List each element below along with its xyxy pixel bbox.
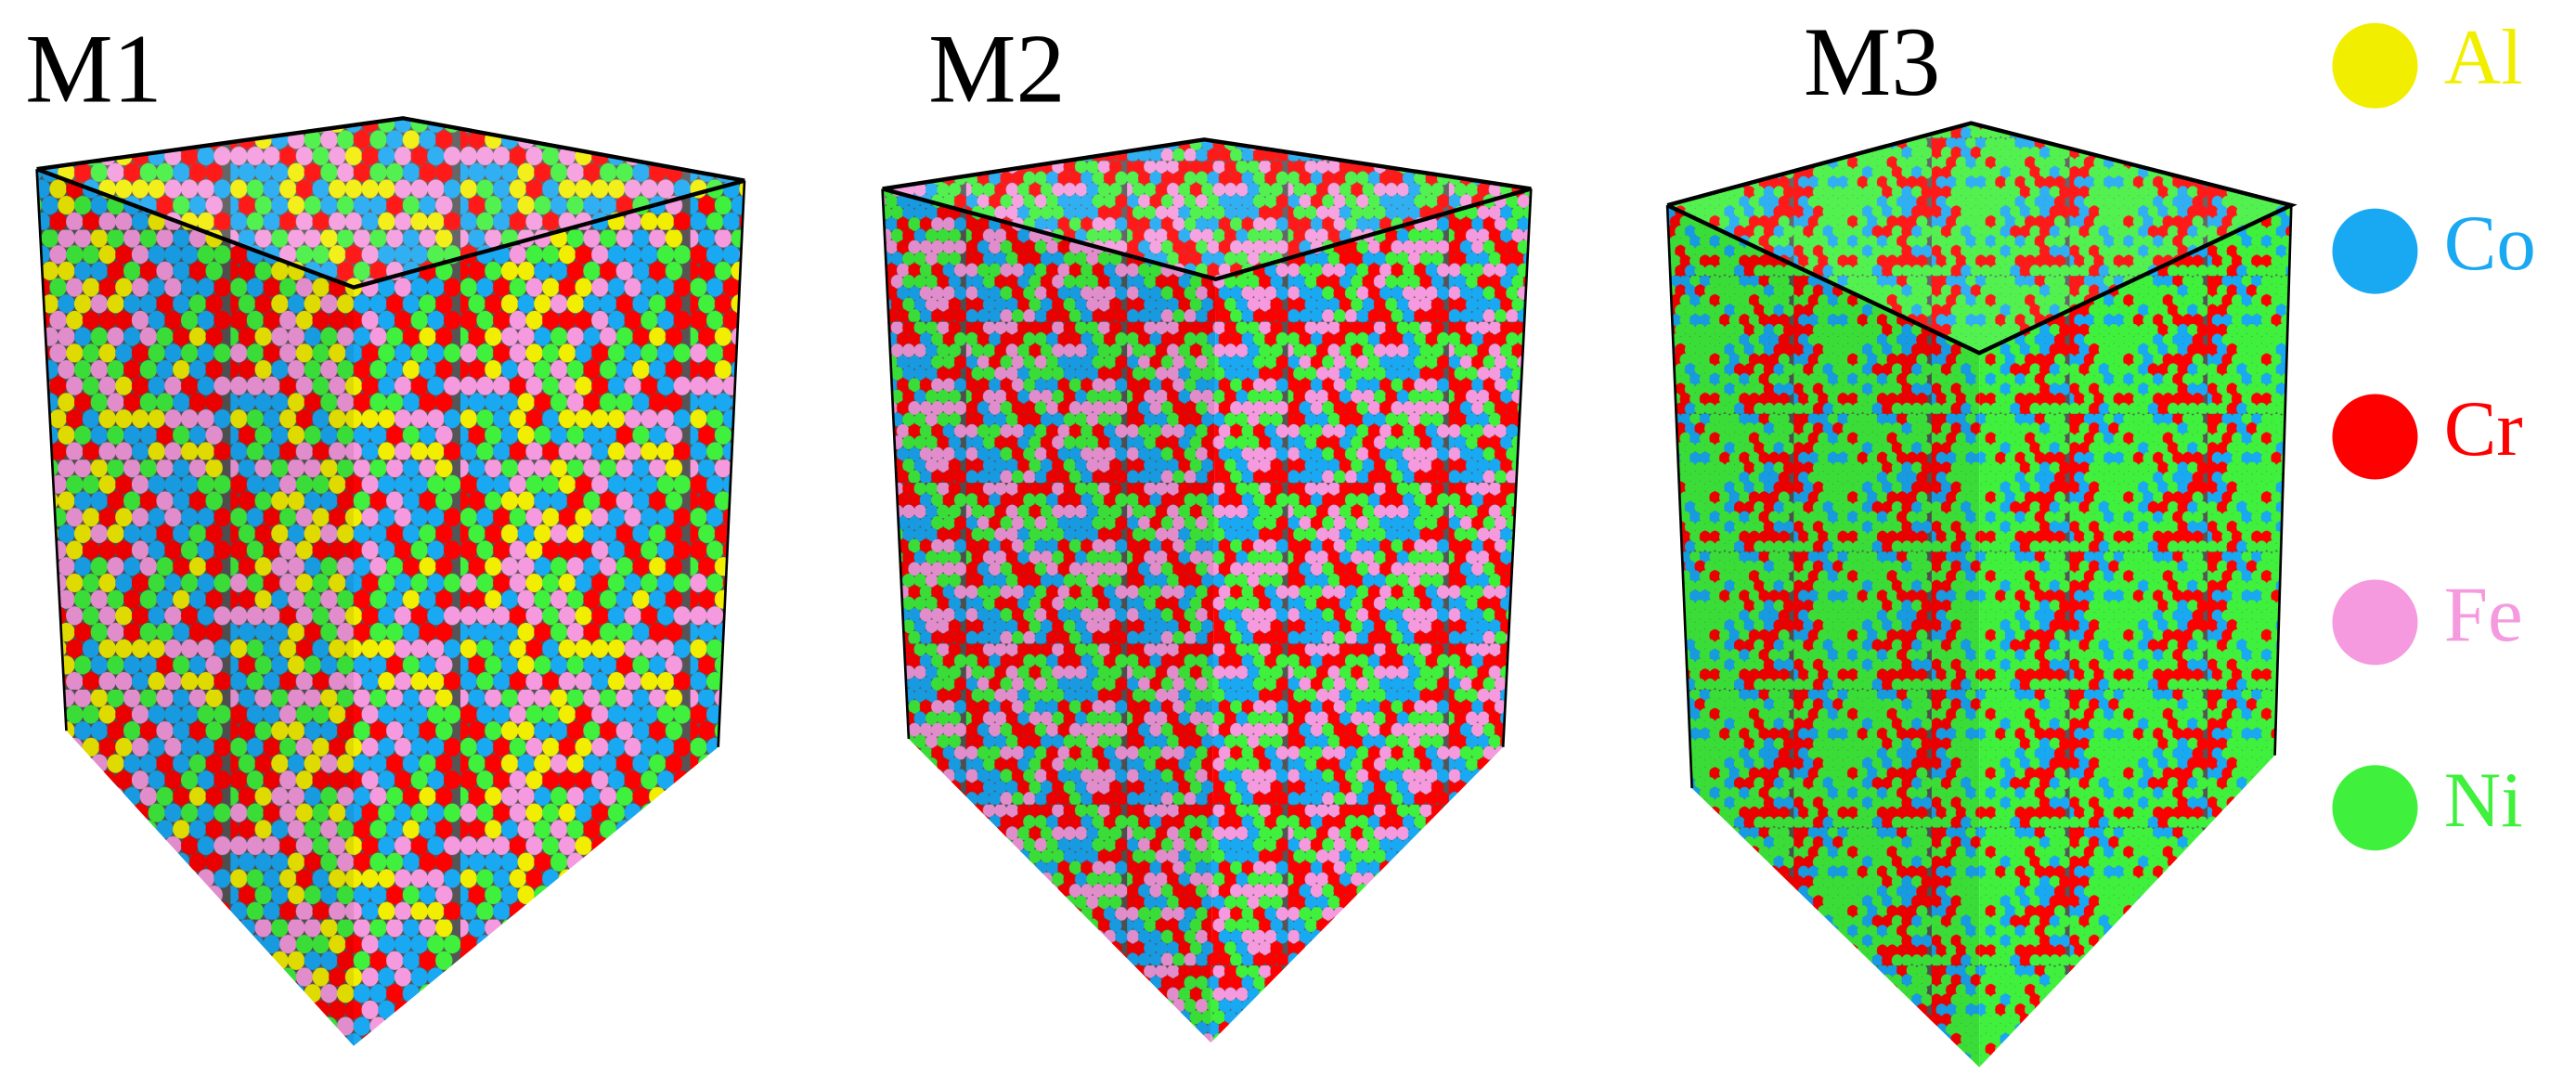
panel-label: M1 <box>25 13 162 123</box>
legend-marker <box>2332 208 2418 294</box>
legend-marker <box>2332 579 2418 666</box>
box-left-shade <box>882 188 1216 1043</box>
box-top-face <box>882 139 1532 279</box>
box-right-face <box>1979 205 2292 1068</box>
box-edge <box>717 180 746 747</box>
box-top-face <box>1667 123 2292 354</box>
box-top-face <box>36 118 745 288</box>
box-right-face <box>354 180 744 1046</box>
atom-box <box>1665 121 2298 1068</box>
box-left-face <box>36 169 355 1046</box>
atom-box <box>35 116 746 1046</box>
legend-marker <box>2332 22 2418 109</box>
box-left-face <box>1667 205 1980 1068</box>
legend-label: Al <box>2444 14 2523 101</box>
legend-marker <box>2332 765 2418 851</box>
legend-marker <box>2332 394 2418 480</box>
legend-label: Fe <box>2444 571 2523 658</box>
legend-label: Cr <box>2444 385 2523 472</box>
box-edge <box>1501 188 1533 747</box>
box-edge <box>35 169 68 731</box>
panel-label: M3 <box>1804 6 1940 116</box>
box-left-face <box>882 188 1216 1043</box>
legend-label: Ni <box>2444 757 2523 844</box>
legend-label: Co <box>2444 200 2536 287</box>
box-top-shade <box>36 118 745 288</box>
panel-label: M2 <box>928 13 1065 123</box>
box-edge <box>881 188 911 740</box>
box-edge <box>2273 205 2293 756</box>
box-left-shade <box>36 169 355 1046</box>
box-top-shade <box>1667 123 2292 354</box>
box-right-face <box>1210 188 1532 1043</box>
box-left-shade <box>1667 205 1980 1068</box>
box-top-shade <box>882 139 1532 279</box>
box-edge <box>1665 205 1693 789</box>
atom-box <box>881 137 1533 1043</box>
